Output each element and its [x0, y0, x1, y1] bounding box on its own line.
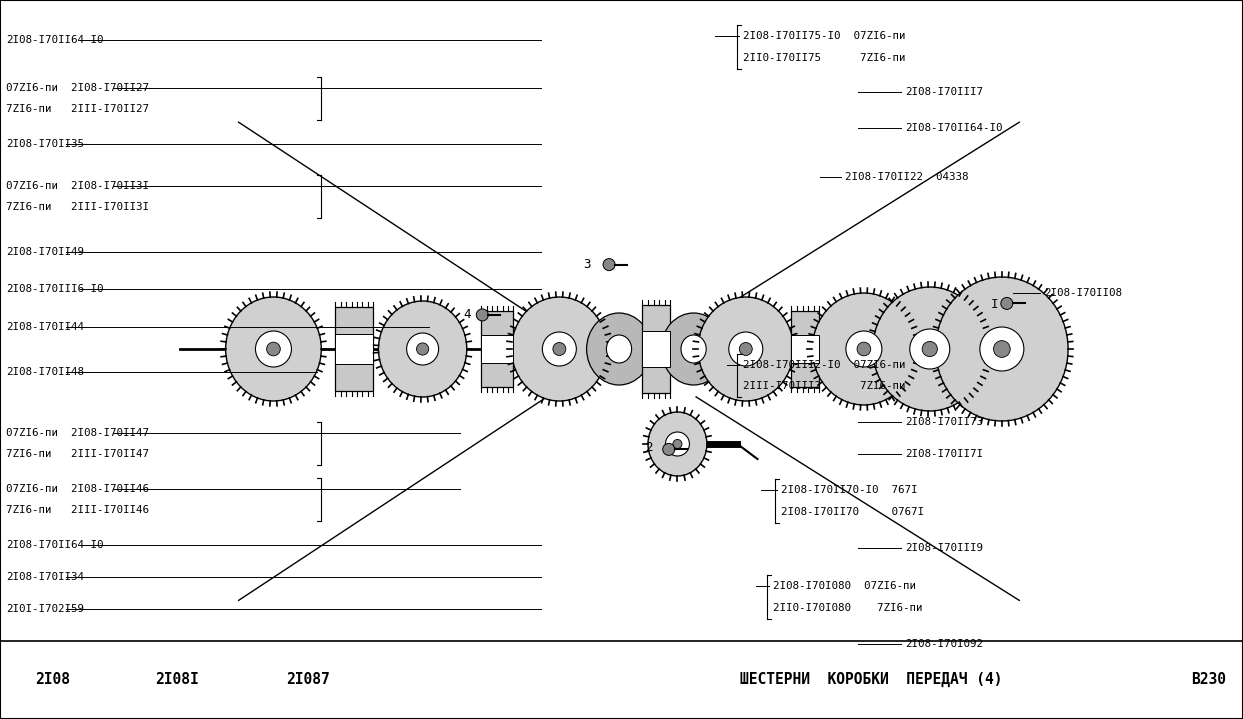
Text: 2I08-I70II48: 2I08-I70II48 — [6, 367, 85, 377]
Text: 7ZI6-пи   2III-I70II3I: 7ZI6-пи 2III-I70II3I — [6, 202, 149, 212]
Circle shape — [476, 309, 488, 321]
Circle shape — [1001, 298, 1013, 309]
Bar — [643, 305, 670, 393]
Text: 2I08I: 2I08I — [155, 672, 199, 687]
Circle shape — [256, 331, 291, 367]
Text: 2I08-I70III2-I0  07ZI6-пи: 2I08-I70III2-I0 07ZI6-пи — [743, 360, 906, 370]
Text: 2I08-I70III7: 2I08-I70III7 — [905, 87, 983, 97]
Text: 2I08-I70II7I: 2I08-I70II7I — [905, 449, 983, 459]
Ellipse shape — [936, 277, 1068, 421]
Text: 7ZI6-пи   2III-I70II47: 7ZI6-пи 2III-I70II47 — [6, 449, 149, 459]
Text: 2I08-I70III9: 2I08-I70III9 — [905, 543, 983, 553]
Bar — [792, 311, 819, 387]
Text: 2I08-I70II35: 2I08-I70II35 — [6, 139, 85, 149]
Circle shape — [663, 444, 675, 455]
Circle shape — [979, 327, 1024, 371]
Ellipse shape — [648, 412, 707, 476]
Text: 3: 3 — [583, 258, 590, 271]
Text: 2I08-I70III6-I0: 2I08-I70III6-I0 — [6, 284, 103, 294]
Text: 7ZI6-пи   2III-I70II27: 7ZI6-пи 2III-I70II27 — [6, 104, 149, 114]
Text: 07ZI6-пи  2I08-I70II47: 07ZI6-пи 2I08-I70II47 — [6, 428, 149, 438]
Circle shape — [856, 342, 871, 356]
Circle shape — [993, 341, 1011, 357]
Ellipse shape — [607, 335, 631, 363]
Bar — [336, 334, 373, 364]
Text: 2I08-I70II34: 2I08-I70II34 — [6, 572, 85, 582]
Ellipse shape — [813, 293, 915, 405]
Circle shape — [416, 343, 429, 355]
Text: 2III-I70III2      7ZI6-пи: 2III-I70III2 7ZI6-пи — [743, 381, 906, 391]
Text: ШЕСТЕРНИ  КОРОБКИ  ПЕРЕДАЧ (4): ШЕСТЕРНИ КОРОБКИ ПЕРЕДАЧ (4) — [740, 672, 1002, 687]
Circle shape — [672, 439, 682, 449]
Circle shape — [542, 332, 577, 366]
Text: 07ZI6-пи  2I08-I70II3I: 07ZI6-пи 2I08-I70II3I — [6, 180, 149, 191]
Text: 2I08-I70II44: 2I08-I70II44 — [6, 322, 85, 332]
Ellipse shape — [378, 301, 467, 397]
Ellipse shape — [226, 297, 321, 401]
Text: 2I087: 2I087 — [286, 672, 329, 687]
Circle shape — [603, 259, 615, 270]
Text: 2I08-I70II64-I0: 2I08-I70II64-I0 — [6, 35, 103, 45]
Text: 2I08-I70II08: 2I08-I70II08 — [1044, 288, 1122, 298]
Bar — [481, 335, 513, 363]
Circle shape — [553, 342, 566, 355]
Circle shape — [266, 342, 281, 356]
Text: 07ZI6-пи  2I08-I70II46: 07ZI6-пи 2I08-I70II46 — [6, 484, 149, 494]
Text: 2I08-I70II70     0767I: 2I08-I70II70 0767I — [781, 507, 924, 517]
Ellipse shape — [661, 313, 726, 385]
Ellipse shape — [587, 313, 651, 385]
Text: 2I08-I70II73: 2I08-I70II73 — [905, 417, 983, 427]
Text: 2I0I-I702I59: 2I0I-I702I59 — [6, 604, 85, 614]
Circle shape — [846, 331, 881, 367]
Text: 2I08-I70II22  04338: 2I08-I70II22 04338 — [845, 172, 968, 182]
Ellipse shape — [681, 335, 706, 363]
Ellipse shape — [873, 287, 987, 411]
Bar — [792, 335, 819, 363]
Text: 2I08-I70II70-I0  767I: 2I08-I70II70-I0 767I — [781, 485, 917, 495]
Bar — [481, 311, 513, 387]
Text: 4: 4 — [464, 308, 471, 321]
Circle shape — [665, 432, 690, 456]
Text: 07ZI6-пи  2I08-I70II27: 07ZI6-пи 2I08-I70II27 — [6, 83, 149, 93]
Ellipse shape — [699, 297, 793, 401]
Circle shape — [406, 333, 439, 365]
Bar — [336, 307, 373, 391]
Text: B230: B230 — [1191, 672, 1226, 687]
Circle shape — [922, 342, 937, 357]
Text: 2I08-I70II75-I0  07ZI6-пи: 2I08-I70II75-I0 07ZI6-пи — [743, 31, 906, 41]
Ellipse shape — [512, 297, 607, 401]
Circle shape — [740, 342, 752, 355]
Text: 7ZI6-пи   2III-I70II46: 7ZI6-пи 2III-I70II46 — [6, 505, 149, 516]
Text: 2I08-I70I092: 2I08-I70I092 — [905, 638, 983, 649]
Text: 2I08-I70II64-I0: 2I08-I70II64-I0 — [6, 540, 103, 550]
Text: 2I08-I70I080  07ZI6-пи: 2I08-I70I080 07ZI6-пи — [773, 581, 916, 591]
Text: 2I08-I70II49: 2I08-I70II49 — [6, 247, 85, 257]
Text: 2I08: 2I08 — [35, 672, 70, 687]
Text: 2II0-I70II75      7ZI6-пи: 2II0-I70II75 7ZI6-пи — [743, 52, 906, 63]
Circle shape — [728, 332, 763, 366]
Circle shape — [910, 329, 950, 369]
Text: 2: 2 — [645, 441, 653, 454]
Text: I: I — [991, 298, 998, 311]
Text: 2II0-I70I080    7ZI6-пи: 2II0-I70I080 7ZI6-пи — [773, 603, 922, 613]
Text: 2I08-I70II64-I0: 2I08-I70II64-I0 — [905, 123, 1002, 133]
Bar — [643, 331, 670, 367]
